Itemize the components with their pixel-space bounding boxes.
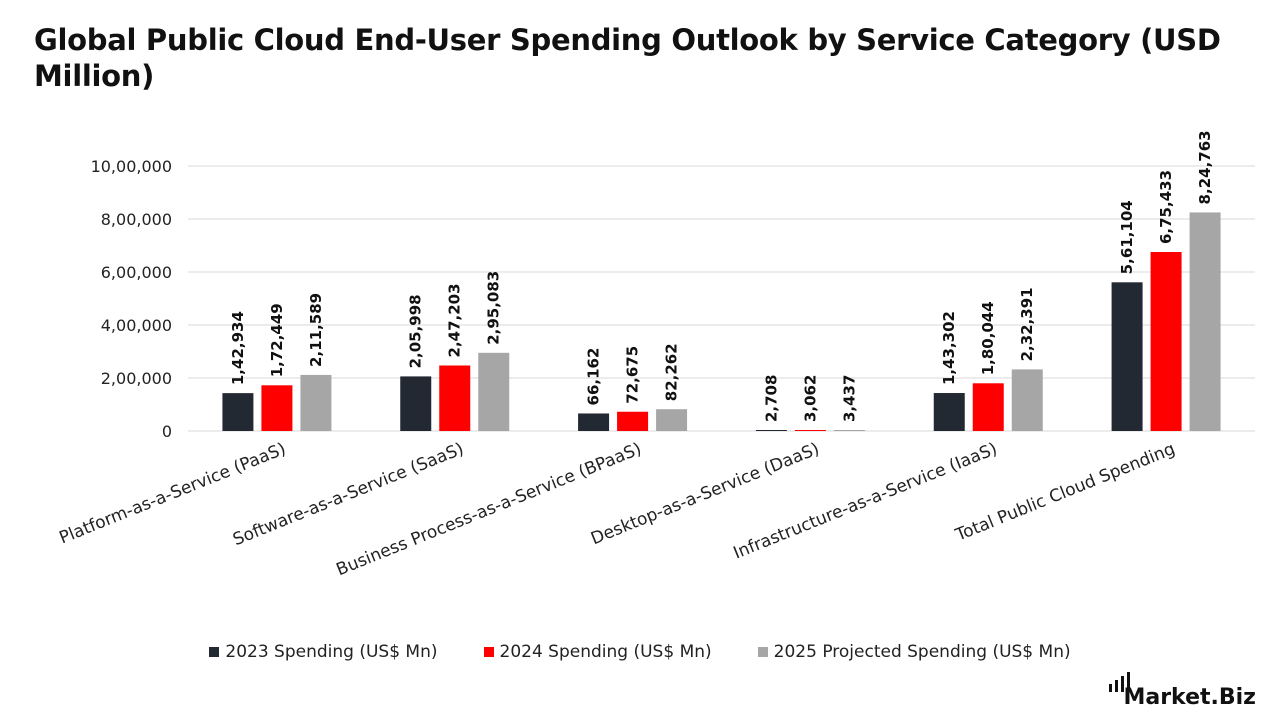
data-label: 1,72,449 <box>268 303 286 377</box>
bar <box>261 385 293 431</box>
y-tick-label: 0 <box>162 422 172 441</box>
data-label: 82,262 <box>663 343 681 401</box>
data-label: 1,80,044 <box>979 301 997 375</box>
data-label: 2,95,083 <box>485 271 503 345</box>
y-tick-label: 6,00,000 <box>101 263 172 282</box>
data-label: 2,05,998 <box>407 294 425 368</box>
data-label: 5,61,104 <box>1118 200 1136 274</box>
brand-text: Market.Biz <box>1123 685 1256 710</box>
legend-label-2024: 2024 Spending (US$ Mn) <box>499 642 712 662</box>
legend-item-2024: 2024 Spending (US$ Mn) <box>483 642 712 662</box>
bar <box>1189 212 1221 431</box>
legend: 2023 Spending (US$ Mn) 2024 Spending (US… <box>0 642 1280 662</box>
bar-chart-icon <box>1109 672 1131 692</box>
legend-label-2023: 2023 Spending (US$ Mn) <box>225 642 438 662</box>
bar <box>578 413 610 431</box>
bar <box>656 409 688 431</box>
legend-item-2025: 2025 Projected Spending (US$ Mn) <box>757 642 1071 662</box>
data-label: 2,708 <box>762 375 780 422</box>
data-label: 72,675 <box>624 346 642 404</box>
bar <box>617 411 649 431</box>
legend-swatch-2025 <box>757 647 768 657</box>
data-labels: 1,42,934 1,72,449 2,11,589 2,05,998 2,47,203… <box>229 130 1214 422</box>
y-axis-tick-labels: 0 2,00,000 4,00,000 6,00,000 8,00,000 10,00,0… <box>91 157 172 441</box>
bar <box>933 393 965 431</box>
legend-swatch-2024 <box>483 647 494 657</box>
y-tick-label: 10,00,000 <box>91 157 172 176</box>
y-tick-label: 2,00,000 <box>101 369 172 388</box>
bar <box>1011 369 1043 431</box>
data-label: 2,11,589 <box>307 293 325 367</box>
gridlines <box>188 165 1255 432</box>
data-label: 1,43,302 <box>940 311 958 385</box>
data-label: 2,47,203 <box>446 283 464 357</box>
x-category-label: Business Process-as-a-Service (BPaaS) <box>334 439 645 580</box>
bar <box>972 383 1004 431</box>
bar <box>755 430 787 431</box>
y-tick-label: 4,00,000 <box>101 316 172 335</box>
bars <box>222 212 1221 431</box>
y-tick-label: 8,00,000 <box>101 210 172 229</box>
legend-swatch-2023 <box>209 647 220 657</box>
chart-title: Global Public Cloud End-User Spending Ou… <box>34 23 1221 93</box>
data-label: 66,162 <box>585 348 603 406</box>
legend-item-2023: 2023 Spending (US$ Mn) <box>209 642 438 662</box>
data-label: 3,437 <box>840 375 858 422</box>
data-label: 6,75,433 <box>1157 170 1175 244</box>
legend-label-2025: 2025 Projected Spending (US$ Mn) <box>773 642 1071 662</box>
data-label: 8,24,763 <box>1196 130 1214 204</box>
x-axis-category-labels: Platform-as-a-Service (PaaS)Software-as-… <box>57 439 1178 580</box>
data-label: 2,32,391 <box>1018 287 1036 361</box>
bar <box>222 393 254 431</box>
bar <box>794 430 826 431</box>
bar <box>439 365 471 431</box>
brand-logo: Market.Biz <box>1107 672 1256 710</box>
bar <box>400 376 432 431</box>
data-label: 1,42,934 <box>229 311 247 385</box>
bar <box>300 374 332 431</box>
bar <box>478 352 510 431</box>
bar <box>833 430 865 431</box>
data-label: 3,062 <box>801 375 819 422</box>
bar <box>1111 282 1143 431</box>
bar <box>1150 252 1182 431</box>
